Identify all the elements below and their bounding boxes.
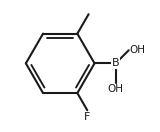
Text: OH: OH [129, 45, 145, 55]
Text: F: F [84, 112, 90, 122]
Text: OH: OH [108, 84, 124, 95]
Text: B: B [112, 58, 120, 68]
